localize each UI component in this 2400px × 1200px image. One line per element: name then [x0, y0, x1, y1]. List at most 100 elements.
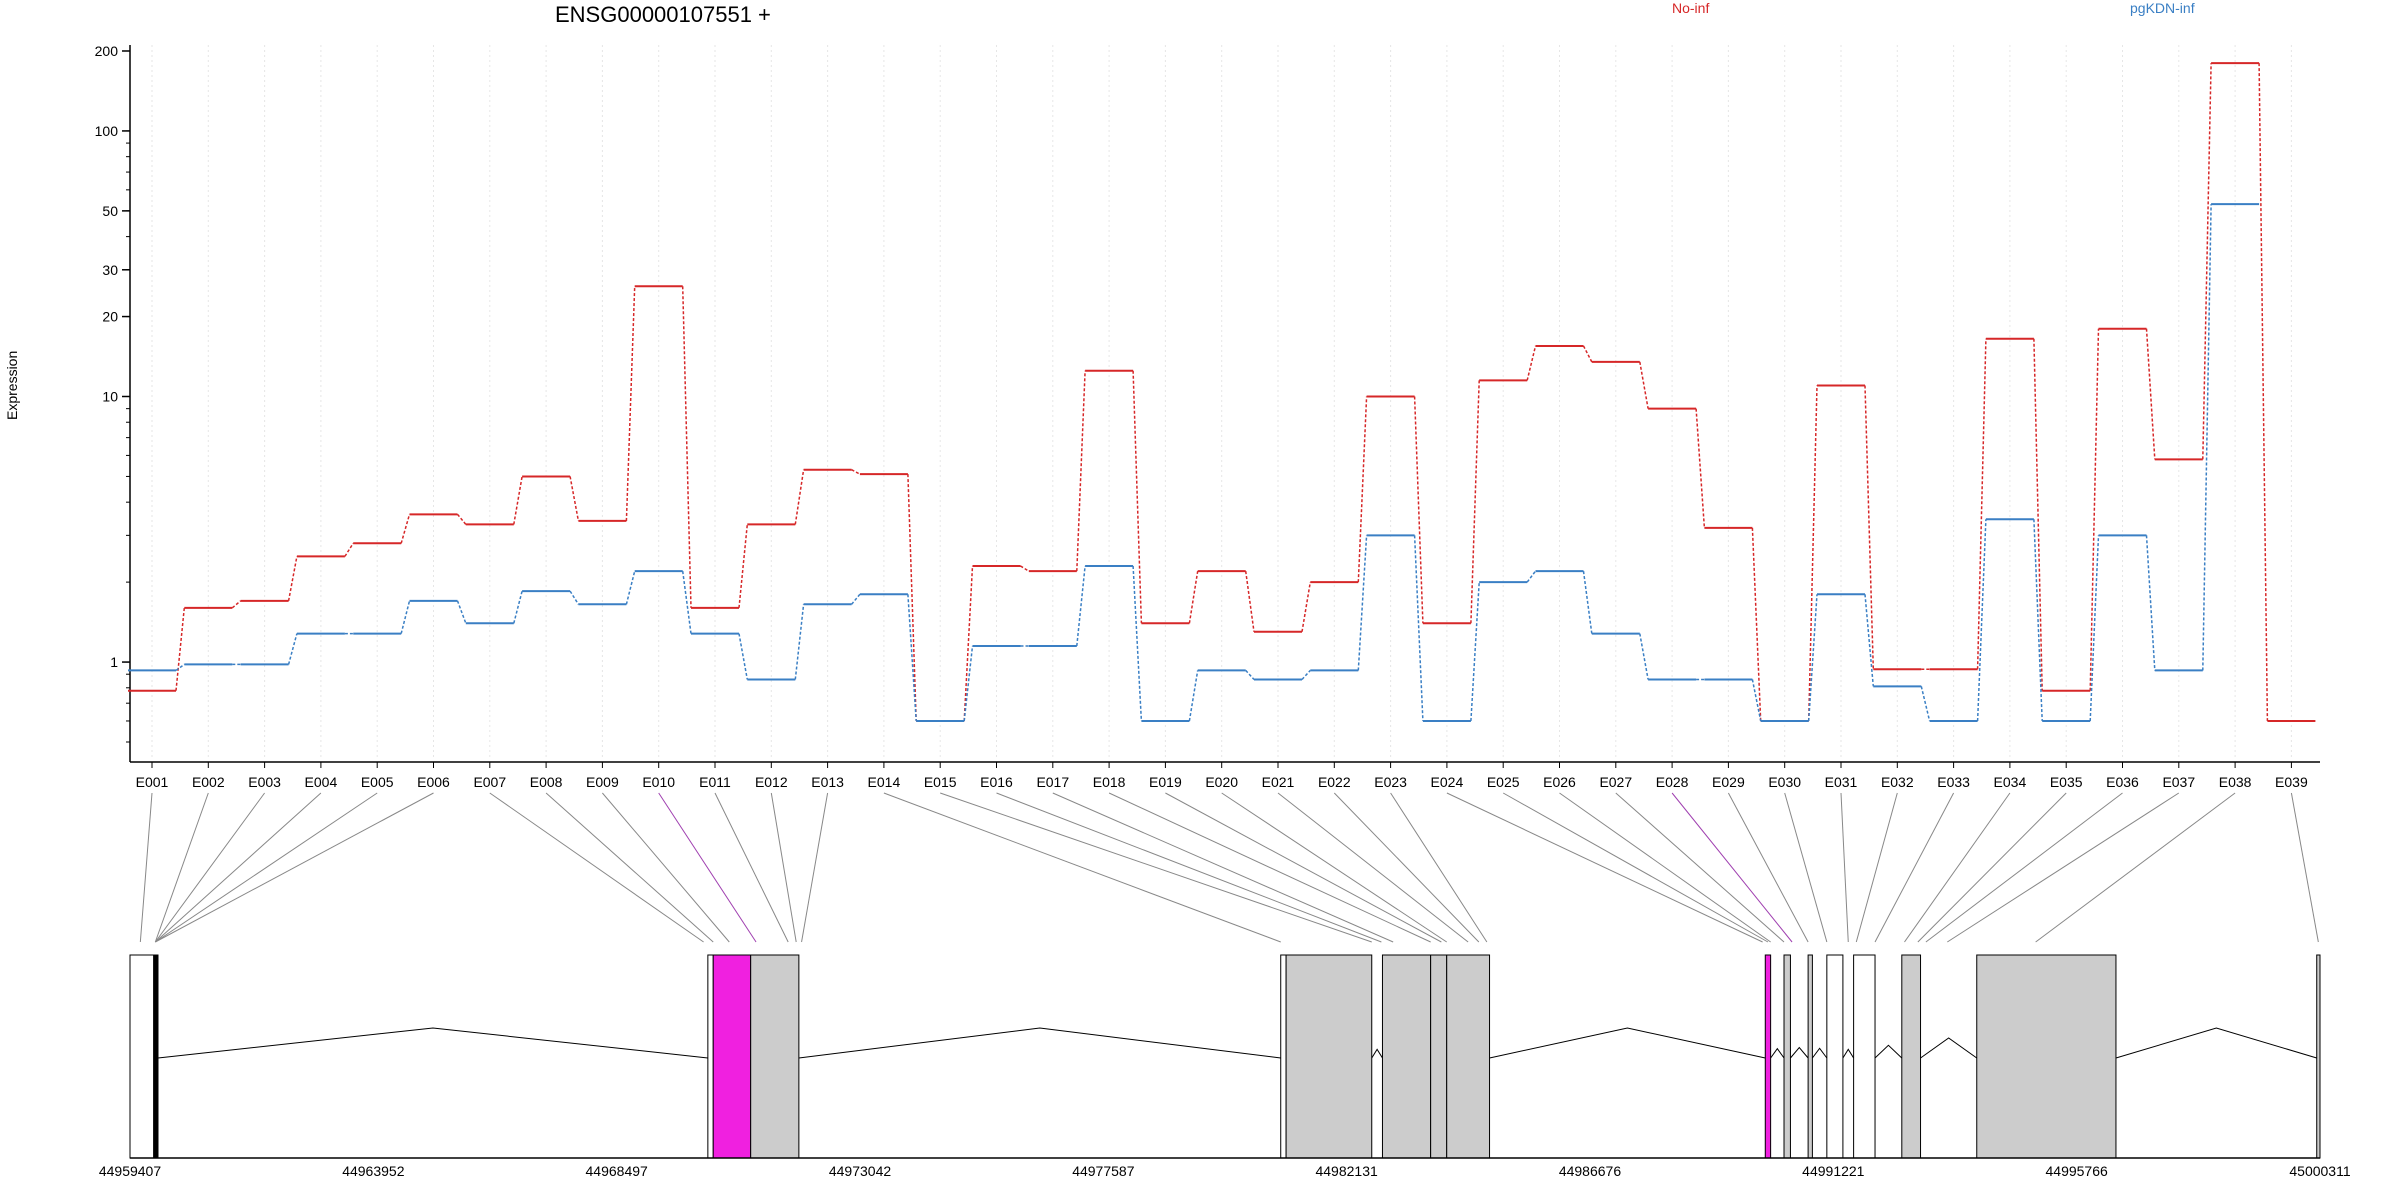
connector-e017 — [1052, 792, 1394, 943]
gene-coordinate-axis: 44959407 44963952 44968497 44973042 44977587… — [99, 1157, 2351, 1179]
series-connector — [1807, 594, 1818, 722]
x-tick-label-e009: E009 — [586, 774, 619, 790]
intron-line — [1874, 1044, 1903, 1059]
exon-box — [1976, 954, 2117, 1159]
series-connector — [1864, 385, 1875, 670]
series-connector — [963, 645, 974, 722]
series-connector — [2258, 63, 2269, 721]
series-no-inf — [128, 62, 2316, 722]
connector-e037 — [1947, 792, 2180, 943]
series-connector — [1751, 679, 1762, 722]
x-tick-label-e033: E033 — [1937, 774, 1970, 790]
connector-e039 — [2290, 792, 2319, 943]
series-connector — [2033, 338, 2043, 691]
series-connector — [1470, 582, 1480, 722]
series-connector — [1244, 571, 1255, 632]
series-connector — [2202, 63, 2212, 460]
exon-box — [1783, 954, 1791, 1159]
x-tick-label-e003: E003 — [248, 774, 281, 790]
exon-box — [1826, 954, 1844, 1159]
connector-e033 — [1874, 792, 1955, 943]
x-tick-label-e028: E028 — [1656, 774, 1689, 790]
gene-axis-tick-label: 44977587 — [1072, 1163, 1135, 1179]
series-connector — [738, 524, 749, 608]
connector-e022 — [1333, 792, 1480, 943]
series-connector — [738, 633, 749, 680]
series-connector — [456, 600, 467, 624]
series-connector — [344, 542, 354, 557]
x-tick-label-e004: E004 — [305, 774, 338, 790]
connector-e019 — [1165, 792, 1442, 943]
y-tick-label: 1 — [110, 654, 118, 670]
connector-e025 — [1502, 792, 1769, 943]
x-tick-label-e008: E008 — [530, 774, 563, 790]
exon-box — [1901, 954, 1922, 1159]
exon-box — [712, 954, 752, 1159]
series-connector — [1526, 570, 1537, 583]
x-tick-label-e036: E036 — [2106, 774, 2139, 790]
exon-box — [129, 954, 155, 1159]
x-tick-label-e016: E016 — [980, 774, 1013, 790]
exon-box — [2316, 954, 2321, 1159]
series-connector — [1526, 345, 1537, 381]
intron-line — [1790, 1046, 1809, 1059]
series-connector — [287, 556, 298, 601]
x-tick-label-e019: E019 — [1149, 774, 1182, 790]
connector-e004 — [154, 792, 322, 943]
series-connector — [1807, 385, 1818, 721]
series-connector — [175, 663, 185, 672]
connector-e018 — [1108, 792, 1431, 943]
connector-e015 — [940, 792, 1372, 943]
series-connector — [2089, 535, 2100, 722]
gene-axis-tick-label: 44982131 — [1315, 1163, 1378, 1179]
y-tick-label: 200 — [95, 43, 119, 59]
series-connector — [794, 604, 805, 680]
series-connector — [625, 570, 636, 605]
connector-e027 — [1615, 792, 1785, 943]
y-tick-label: 100 — [95, 123, 119, 139]
x-tick-label-e013: E013 — [811, 774, 844, 790]
series-connector — [1976, 338, 1987, 670]
series-connector — [287, 633, 298, 665]
series-connector — [1188, 571, 1199, 624]
series-connector — [1751, 527, 1762, 722]
x-tick-label-e017: E017 — [1036, 774, 1069, 790]
series-connector — [175, 607, 186, 691]
series-connector — [681, 286, 692, 608]
gene-axis-tick-label: 44968497 — [586, 1163, 649, 1179]
x-tick-label-e015: E015 — [924, 774, 957, 790]
series-connector — [569, 590, 580, 605]
exon-connectors — [139, 792, 2319, 943]
gene-axis-tick-label: 44995766 — [2046, 1163, 2109, 1179]
series-connector — [1245, 669, 1255, 680]
y-tick-label: 50 — [102, 203, 118, 219]
x-tick-label-e029: E029 — [1712, 774, 1745, 790]
exon-box — [1764, 954, 1772, 1159]
series-connector — [1188, 670, 1199, 722]
series-connector — [907, 594, 917, 722]
series-connector — [794, 469, 805, 525]
series-connector — [2033, 519, 2043, 722]
connector-e008 — [545, 792, 714, 943]
exon-box — [1381, 954, 1432, 1159]
connector-e007 — [489, 792, 704, 943]
x-tick-label-e027: E027 — [1599, 774, 1632, 790]
series-connector — [569, 476, 580, 522]
intron-line — [1842, 1048, 1855, 1059]
x-tick-label-e037: E037 — [2162, 774, 2195, 790]
exon-box — [707, 954, 714, 1159]
connector-e034 — [1904, 792, 2011, 943]
exon-box — [1285, 954, 1373, 1159]
series-connector — [907, 474, 917, 721]
y-tick-label: 20 — [102, 309, 118, 325]
x-tick-label-e035: E035 — [2050, 774, 2083, 790]
series-connector — [1076, 565, 1086, 647]
series-connector — [231, 600, 242, 609]
series-connector — [1864, 594, 1875, 687]
intron-line — [1489, 1027, 1766, 1059]
series-connector — [456, 513, 467, 525]
x-tick-label-e006: E006 — [417, 774, 450, 790]
x-tick-label-e018: E018 — [1093, 774, 1126, 790]
series-connector — [1976, 519, 1987, 722]
